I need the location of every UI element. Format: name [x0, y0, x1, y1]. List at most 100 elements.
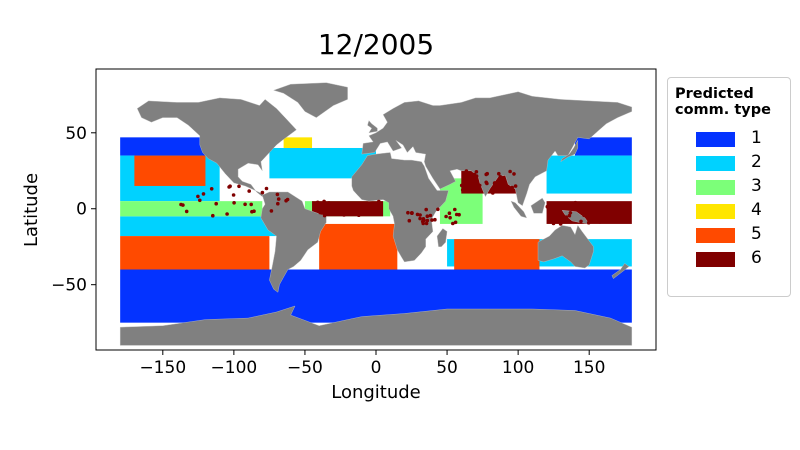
scatter-point	[459, 183, 464, 188]
scatter-point	[444, 214, 448, 219]
scatter-point	[196, 194, 200, 199]
scatter-point	[550, 214, 554, 218]
region-type-2	[120, 216, 277, 237]
legend-label: 5	[751, 224, 762, 244]
scatter-point	[545, 204, 550, 209]
scatter-point	[510, 185, 514, 190]
scatter-point	[340, 206, 344, 210]
x-tick-label: −50	[287, 358, 323, 378]
region-type-5	[319, 223, 398, 270]
scatter-point	[319, 211, 324, 215]
scatter-point	[508, 169, 512, 174]
scatter-point	[471, 182, 476, 187]
legend-label: 2	[751, 152, 762, 172]
scatter-point	[492, 181, 497, 185]
scatter-point	[555, 201, 559, 206]
scatter-point	[184, 209, 189, 214]
scatter-point	[453, 207, 457, 212]
scatter-point	[209, 187, 214, 191]
land-uk	[367, 120, 378, 134]
scatter-point	[474, 170, 479, 174]
legend: Predicted comm. type 1 2 3 4 5 6	[667, 77, 791, 297]
scatter-point	[211, 213, 215, 218]
scatter-point	[457, 212, 461, 217]
scatter-point	[243, 202, 247, 207]
scatter-point	[315, 200, 320, 205]
scatter-point	[513, 184, 518, 188]
scatter-point	[179, 202, 183, 207]
scatter-point	[558, 222, 563, 226]
scatter-point	[583, 205, 587, 209]
land-antarctica	[119, 305, 632, 346]
scatter-point	[568, 211, 573, 215]
scatter-point	[622, 206, 626, 211]
scatter-point	[327, 201, 331, 205]
scatter-point	[425, 218, 430, 223]
legend-label: 1	[751, 128, 762, 148]
scatter-point	[573, 200, 578, 205]
land-layer	[119, 82, 632, 346]
scatter-point	[318, 207, 323, 212]
legend-swatch	[696, 252, 735, 267]
scatter-point	[424, 221, 429, 226]
scatter-point	[579, 219, 583, 224]
map-title: 12/2005	[317, 28, 435, 61]
scatter-point	[418, 213, 422, 217]
scatter-point	[499, 175, 504, 180]
y-tick-label: 50	[65, 124, 87, 144]
scatter-point	[582, 213, 586, 218]
scatter-point	[589, 212, 594, 217]
scatter-point	[276, 197, 281, 201]
land-new-zealand	[611, 263, 630, 279]
scatter-point	[424, 207, 429, 212]
region-type-2	[546, 155, 632, 194]
scatter-point	[364, 204, 368, 209]
scatter-point	[247, 189, 251, 193]
scatter-point	[237, 184, 241, 189]
scatter-point	[330, 202, 335, 207]
scatter-point	[491, 191, 495, 195]
x-tick-label: −150	[139, 358, 186, 378]
scatter-point	[547, 208, 551, 213]
scatter-point	[616, 218, 621, 223]
scatter-point	[590, 201, 595, 206]
scatter-point	[447, 211, 452, 215]
scatter-point	[430, 218, 434, 222]
scatter-point	[349, 209, 353, 214]
scatter-point	[460, 188, 465, 192]
x-axis-label: Longitude	[331, 382, 421, 403]
scatter-point	[448, 215, 452, 220]
region-type-3	[120, 201, 263, 217]
scatter-point	[214, 201, 218, 206]
legend-item: 6	[696, 248, 786, 271]
land-south-america	[260, 191, 327, 293]
scatter-point	[474, 186, 479, 190]
scatter-points-layer	[179, 169, 626, 226]
scatter-point	[464, 169, 469, 173]
scatter-point	[410, 211, 414, 215]
scatter-point	[335, 209, 339, 213]
y-axis-label: Latitude	[21, 173, 42, 247]
y-axis-ticks: −50 0 50	[51, 124, 96, 296]
y-tick-label: −50	[51, 276, 87, 296]
scatter-point	[252, 209, 256, 213]
land-eurasia	[361, 91, 632, 207]
legend-label: 3	[751, 176, 762, 196]
scatter-point	[585, 212, 590, 217]
scatter-point	[420, 219, 425, 224]
scatter-point	[477, 183, 482, 188]
legend-label: 6	[751, 248, 762, 268]
scatter-point	[406, 210, 410, 215]
scatter-point	[551, 202, 555, 206]
scatter-point	[249, 202, 253, 207]
legend-swatch	[696, 204, 735, 219]
legend-swatch	[696, 228, 735, 243]
scatter-point	[605, 207, 610, 212]
scatter-point	[485, 171, 490, 176]
scatter-point	[232, 201, 236, 205]
x-tick-label: −100	[211, 358, 258, 378]
scatter-point	[269, 209, 274, 213]
land-sumatra	[510, 200, 528, 219]
scatter-point	[225, 212, 229, 216]
scatter-point	[425, 214, 430, 218]
